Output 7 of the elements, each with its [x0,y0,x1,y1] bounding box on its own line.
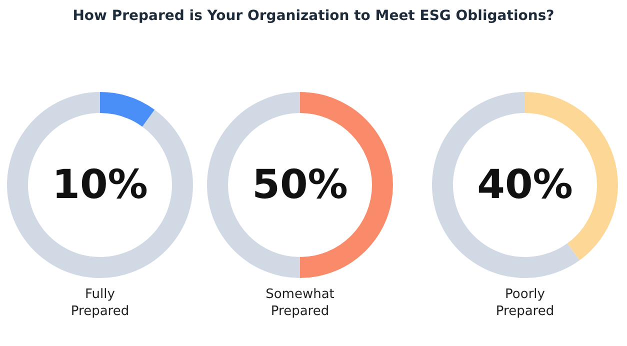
text: 50% [252,162,348,208]
text: 40% [477,162,573,208]
text: Somewhat Prepared [266,287,334,319]
text: Fully Prepared [70,287,130,319]
text: How Prepared is Your Organization to Meet ESG Obligations? [72,8,556,24]
text: Poorly Prepared [496,287,554,319]
text: 10% [52,162,148,208]
